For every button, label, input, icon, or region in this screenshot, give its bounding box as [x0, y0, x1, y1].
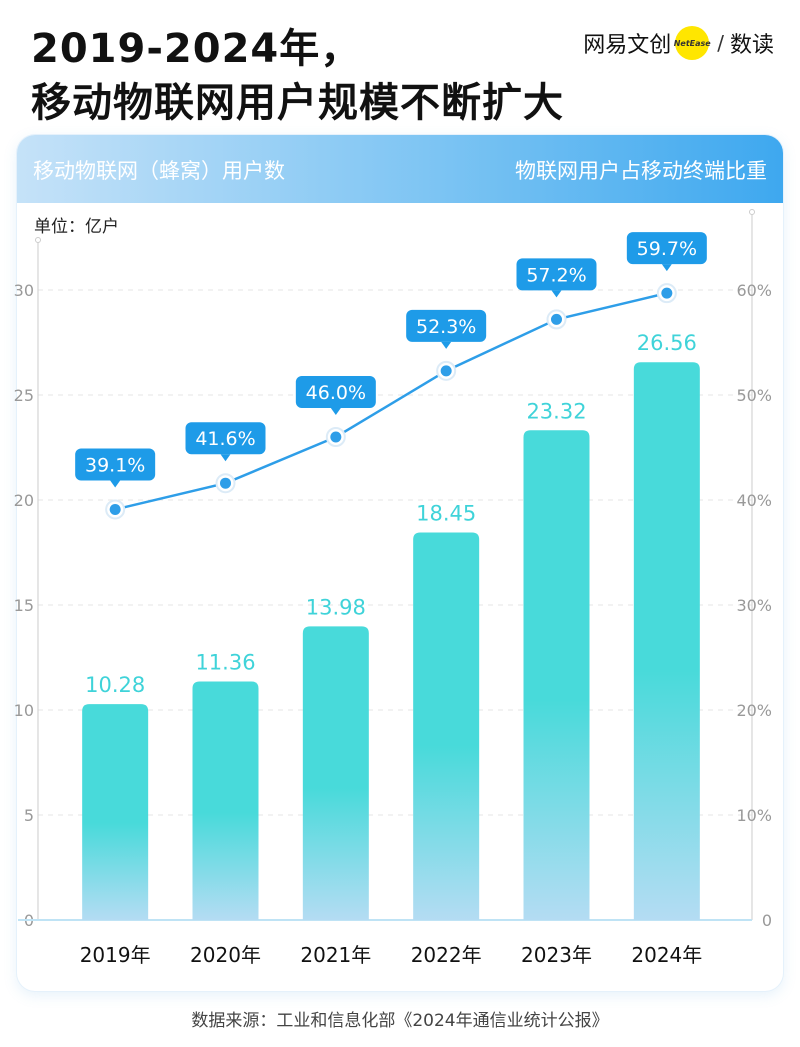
bar: [302, 626, 369, 920]
left-tick-label: 15: [14, 596, 34, 615]
line-point: [330, 431, 342, 443]
page-title: 2019-2024年， 移动物联网用户规模不断扩大: [31, 22, 564, 130]
bar-value-label: 18.45: [416, 502, 476, 526]
bar-value-label: 11.36: [195, 650, 255, 674]
callout-pointer: [551, 290, 562, 298]
x-tick-label: 2019年: [80, 943, 151, 967]
line-point: [440, 365, 452, 377]
source-note: 数据来源：工业和信息化部《2024年通信业统计公报》: [191, 1011, 609, 1031]
unit-label: 单位：亿户: [34, 217, 119, 237]
callout-box: [626, 232, 707, 265]
bar: [523, 430, 590, 920]
netease-logo-icon: NetEase: [674, 26, 711, 60]
line-point: [109, 503, 121, 515]
bar: [82, 704, 149, 920]
bar-value-label: 13.98: [306, 595, 366, 619]
brand-name: 网易文创: [583, 33, 672, 58]
callout-pointer: [661, 264, 672, 272]
callout-box: [75, 448, 156, 481]
left-tick-label: 5: [24, 806, 34, 825]
brand-separator: /: [717, 31, 724, 55]
combo-chart: 051015202530010%20%30%40%50%60% 10.28201…: [14, 209, 772, 967]
right-tick-label: 50%: [736, 386, 772, 405]
x-tick-label: 2020年: [190, 943, 261, 967]
line-value-label: 52.3%: [416, 316, 476, 338]
callout-box: [185, 422, 266, 455]
bar-value-label: 26.56: [637, 331, 697, 355]
right-tick-label: 40%: [736, 491, 772, 510]
right-tick-label: 30%: [736, 596, 772, 615]
line-point: [220, 477, 231, 489]
left-tick-label: 25: [14, 386, 34, 405]
x-tick-label: 2023年: [521, 943, 592, 967]
callout-box: [516, 258, 597, 291]
x-tick-label: 2022年: [411, 943, 482, 967]
callout-pointer: [220, 454, 231, 462]
title-line-1: 2019-2024年，: [31, 26, 362, 72]
callout-box: [406, 309, 487, 342]
left-tick-label: 30: [14, 281, 34, 300]
line-value-label: 46.0%: [306, 382, 366, 404]
line-series: [105, 283, 677, 520]
bar-value-label: 23.32: [526, 399, 586, 423]
bar: [633, 362, 700, 920]
bar: [192, 681, 259, 920]
right-tick-label: 60%: [736, 281, 772, 300]
title-line-2: 移动物联网用户规模不断扩大: [31, 80, 564, 126]
line-value-label: 59.7%: [637, 238, 697, 260]
line-value-label: 39.1%: [85, 454, 145, 476]
brand-logo: 网易文创 NetEase / 数读: [583, 26, 774, 60]
percentage-line: [114, 291, 668, 511]
line-point: [551, 313, 562, 325]
left-tick-label: 10: [14, 701, 34, 720]
line-point: [661, 287, 673, 299]
bar-series: [82, 362, 700, 920]
chart-card-header: 移动物联网（蜂窝）用户数 物联网用户占移动终端比重: [17, 135, 783, 203]
brand-column: 数读: [729, 33, 774, 58]
left-axis-cap: [35, 237, 41, 243]
callout-box: [295, 376, 376, 408]
right-tick-label: 20%: [736, 701, 772, 720]
callout-pointer: [441, 341, 452, 349]
data-labels: 10.28 2019年 11.36 2020年 13.98 2021年 18.45 2022年…: [75, 232, 707, 967]
line-value-label: 57.2%: [526, 264, 586, 286]
line-value-label: 41.6%: [195, 428, 255, 450]
right-series-title: 物联网用户占移动终端比重: [515, 159, 767, 183]
right-tick-label: 10%: [736, 806, 772, 825]
right-axis-cap: [749, 209, 755, 215]
left-tick-label: 20: [14, 491, 34, 510]
x-tick-label: 2024年: [631, 943, 702, 967]
axes: 051015202530010%20%30%40%50%60%: [14, 209, 772, 930]
callout-pointer: [110, 480, 121, 488]
left-series-title: 移动物联网（蜂窝）用户数: [33, 159, 285, 183]
x-tick-label: 2021年: [300, 943, 371, 967]
right-tick-label: 0: [762, 911, 772, 930]
grid-lines: [38, 289, 752, 816]
bar-value-label: 10.28: [85, 673, 145, 697]
callout-pointer: [330, 408, 341, 415]
bar: [413, 532, 480, 920]
